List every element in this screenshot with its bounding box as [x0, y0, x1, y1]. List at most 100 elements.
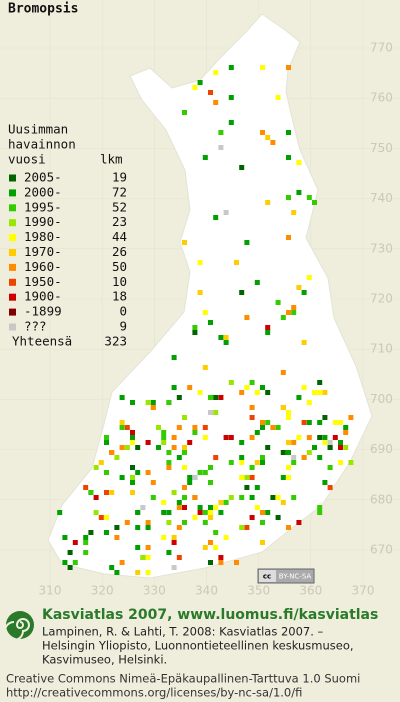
observation — [104, 440, 109, 445]
observation — [145, 545, 151, 550]
legend-swatch — [9, 293, 16, 301]
observation — [260, 460, 265, 465]
observation — [130, 480, 135, 485]
observation — [187, 480, 193, 485]
observation — [249, 515, 255, 520]
observation — [197, 390, 203, 395]
observation — [317, 455, 323, 460]
observation — [343, 430, 349, 435]
legend-count: 50 — [112, 259, 127, 274]
observation — [145, 440, 151, 445]
legend-count: 52 — [112, 199, 127, 214]
northing-label: 710 — [370, 342, 393, 356]
observation — [286, 410, 291, 415]
observation — [98, 460, 104, 465]
observation — [312, 390, 317, 395]
observation — [171, 540, 177, 545]
observation — [306, 400, 312, 405]
observation — [208, 90, 213, 95]
observation — [239, 460, 245, 465]
observation — [322, 415, 328, 420]
observation — [338, 460, 343, 465]
observation — [223, 435, 229, 440]
observation — [322, 390, 328, 395]
observation — [348, 460, 354, 465]
observation — [166, 460, 172, 465]
license-line: http://creativecommons.org/licenses/by-n… — [6, 686, 302, 700]
observation — [114, 525, 120, 530]
observation — [213, 410, 219, 415]
observation — [218, 510, 224, 515]
observation — [197, 290, 203, 295]
observation — [296, 285, 302, 290]
observation — [130, 475, 135, 480]
observation — [270, 140, 276, 145]
observation — [280, 475, 286, 480]
observation — [114, 535, 120, 540]
observation — [244, 385, 250, 390]
observation — [265, 330, 271, 335]
observation — [135, 545, 141, 550]
observation — [213, 100, 219, 105]
observation — [202, 365, 208, 370]
logo — [4, 611, 34, 641]
observation — [286, 130, 291, 135]
northing-label: 730 — [370, 241, 393, 255]
observation — [109, 490, 115, 495]
observation — [72, 560, 78, 565]
observation — [192, 425, 198, 430]
observation — [312, 445, 317, 450]
badge-text: BY-NC-SA — [279, 573, 312, 581]
legend-count: 18 — [112, 289, 127, 304]
observation — [171, 355, 177, 360]
observation — [338, 440, 343, 445]
observation — [296, 190, 302, 195]
observation — [202, 510, 208, 515]
observation — [119, 425, 125, 430]
observation — [254, 460, 260, 465]
observation — [83, 550, 89, 555]
observation — [192, 475, 198, 480]
legend-swatch — [9, 189, 16, 197]
observation — [244, 240, 250, 245]
observation — [239, 290, 245, 295]
observation — [93, 465, 99, 470]
observation — [223, 210, 229, 215]
observation — [208, 510, 213, 515]
observation — [104, 490, 109, 495]
observation — [192, 515, 198, 520]
observation — [208, 515, 213, 520]
observation — [327, 485, 333, 490]
observation — [145, 570, 151, 575]
observation — [166, 510, 172, 515]
observation — [249, 435, 255, 440]
observation — [291, 460, 297, 465]
badge-cc — [259, 570, 276, 582]
observation — [202, 520, 208, 525]
observation — [317, 435, 323, 440]
observation — [213, 530, 219, 535]
observation — [182, 495, 187, 500]
observation — [265, 325, 271, 330]
northing-label: 720 — [370, 292, 393, 306]
easting-label: 330 — [143, 584, 166, 598]
observation — [306, 435, 312, 440]
observation — [213, 70, 219, 75]
observation — [119, 420, 125, 425]
legend-count: 19 — [112, 170, 127, 185]
badge-cc-icon: cc — [263, 573, 271, 581]
observation — [98, 515, 104, 520]
legend-count: 0 — [119, 304, 127, 319]
observation — [192, 495, 198, 500]
legend-label: -1899 — [24, 304, 62, 319]
observation — [239, 525, 245, 530]
observation — [244, 315, 250, 320]
observation — [161, 510, 167, 515]
legend-swatch — [9, 278, 16, 286]
observation — [265, 135, 271, 140]
observation — [322, 440, 328, 445]
observation — [286, 475, 291, 480]
observation — [317, 420, 323, 425]
observation — [150, 495, 156, 500]
